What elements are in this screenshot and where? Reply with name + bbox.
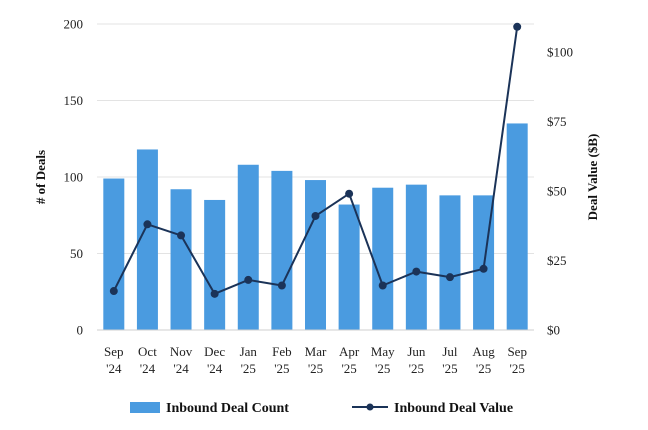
left-tick-label: 150 (64, 93, 84, 108)
x-tick-year: '25 (274, 361, 289, 376)
x-tick-year: '25 (241, 361, 256, 376)
right-tick-label: $0 (547, 323, 560, 338)
x-tick-year: '24 (207, 361, 223, 376)
line-point (244, 275, 253, 284)
line-point (177, 231, 186, 240)
right-tick-label: $25 (547, 253, 567, 268)
x-tick-label: May '25 (371, 344, 395, 376)
x-tick-year: '24 (106, 361, 122, 376)
x-tick-month: Mar (305, 344, 327, 359)
legend-line-marker (366, 403, 374, 411)
x-tick-month: Sep (507, 344, 527, 359)
line-point (143, 220, 152, 229)
bar (204, 199, 226, 330)
x-tick-year: '25 (341, 361, 356, 376)
line-point (345, 189, 354, 198)
legend: Inbound Deal Count Inbound Deal Value (130, 401, 513, 416)
right-axis-title: Deal Value ($B) (585, 134, 600, 221)
left-axis-title: # of Deals (33, 150, 48, 204)
x-tick-month: Dec (204, 344, 225, 359)
right-tick-label: $75 (547, 114, 567, 129)
legend-bar-label: Inbound Deal Count (166, 401, 289, 416)
line-point (513, 22, 522, 31)
x-tick-month: Jun (407, 344, 426, 359)
x-tick-year: '25 (442, 361, 457, 376)
line-point (277, 281, 286, 290)
left-tick-label: 100 (64, 170, 84, 185)
x-tick-year: '24 (173, 361, 189, 376)
x-tick-year: '25 (510, 361, 525, 376)
x-tick-month: Apr (339, 344, 360, 359)
x-tick-label: Jan '25 (240, 344, 258, 376)
x-tick-label: Jul '25 (442, 344, 458, 376)
left-tick-label: 200 (64, 17, 84, 32)
bar (170, 189, 192, 330)
x-tick-month: Jan (240, 344, 258, 359)
x-tick-month: Jul (442, 344, 458, 359)
bar (305, 180, 326, 330)
left-axis-ticks: 0 50 100 150 200 (64, 17, 84, 338)
x-tick-label: Oct '24 (138, 344, 157, 376)
line-point (378, 281, 387, 290)
x-tick-month: Nov (170, 344, 193, 359)
bar (103, 178, 125, 330)
x-tick-label: Nov '24 (170, 344, 193, 376)
line-point (412, 267, 421, 276)
x-tick-year: '25 (375, 361, 390, 376)
x-tick-month: May (371, 344, 395, 359)
bar-series (103, 123, 528, 330)
x-tick-month: Feb (272, 344, 292, 359)
right-axis-ticks: $0 $25 $50 $75 $100 (547, 44, 573, 337)
x-tick-year: '25 (476, 361, 491, 376)
x-tick-label: Sep '24 (104, 344, 124, 376)
x-tick-label: Aug '25 (472, 344, 495, 376)
x-tick-month: Sep (104, 344, 124, 359)
x-tick-label: Dec '24 (204, 344, 225, 376)
legend-line-label: Inbound Deal Value (394, 401, 513, 416)
x-tick-label: Apr '25 (339, 344, 360, 376)
line-point (479, 264, 488, 273)
bar (372, 187, 394, 330)
bar (237, 164, 259, 330)
x-tick-label: Jun '25 (407, 344, 426, 376)
x-axis-ticks: Sep '24 Oct '24 Nov '24 Dec '24 Jan '25 Feb '25 Mar '… (104, 344, 527, 376)
bar (271, 170, 293, 330)
line-series (109, 22, 522, 298)
x-tick-month: Aug (472, 344, 495, 359)
legend-bar-swatch (130, 402, 160, 413)
x-tick-year: '25 (409, 361, 424, 376)
bar (136, 149, 158, 330)
left-tick-label: 0 (77, 323, 84, 338)
line-point (311, 211, 320, 220)
bar (439, 195, 461, 330)
x-tick-year: '25 (308, 361, 323, 376)
right-tick-label: $50 (547, 183, 567, 198)
bar (405, 184, 427, 330)
x-tick-label: Feb '25 (272, 344, 292, 376)
line-point (109, 287, 118, 296)
x-tick-year: '24 (140, 361, 156, 376)
left-tick-label: 50 (70, 246, 83, 261)
x-tick-month: Oct (138, 344, 157, 359)
x-tick-label: Mar '25 (305, 344, 327, 376)
x-tick-label: Sep '25 (507, 344, 527, 376)
bar (338, 204, 360, 330)
line-point (210, 289, 219, 298)
line-point (445, 273, 454, 282)
right-tick-label: $100 (547, 44, 573, 59)
bar (506, 123, 528, 330)
